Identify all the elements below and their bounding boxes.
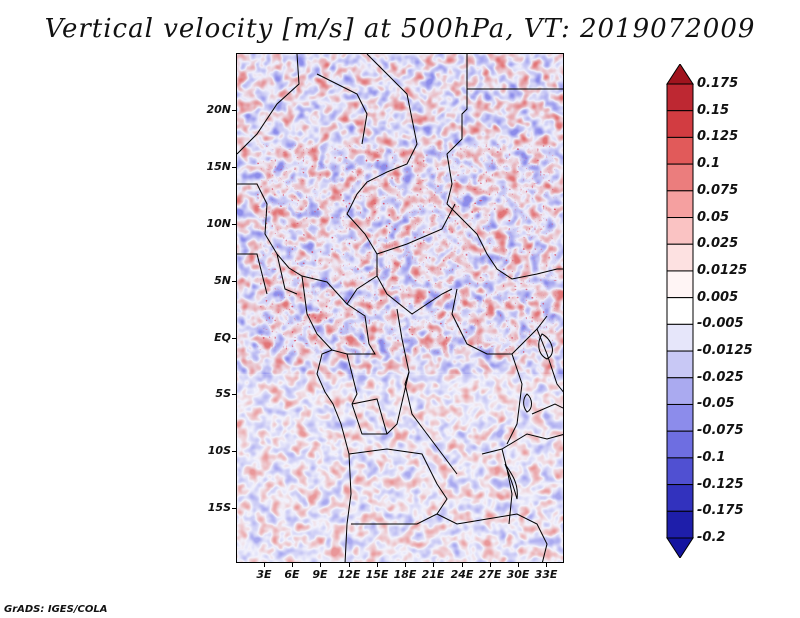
colorbar-label: -0.175 (697, 503, 744, 519)
lat-label-eq: EQ (214, 331, 231, 344)
colorbar-bin (666, 350, 694, 379)
colorbar-label: 0.075 (697, 182, 739, 198)
lon-tick (405, 563, 406, 567)
lon-tick (546, 563, 547, 567)
colorbar-bin (666, 537, 694, 558)
colorbar-label: -0.0125 (697, 343, 753, 359)
lat-tick (232, 110, 236, 111)
colorbar-bin (666, 484, 694, 512)
lon-label-9e: 9E (312, 568, 328, 581)
lat-label-20n: 20N (206, 103, 231, 116)
colorbar-label: -0.005 (697, 316, 744, 332)
lon-tick (518, 563, 519, 567)
lat-tick (232, 338, 236, 339)
colorbar-label: 0.15 (697, 102, 730, 118)
lon-label-21e: 21E (421, 568, 445, 581)
lon-label-27e: 27E (478, 568, 502, 581)
colorbar-label: 0.05 (697, 209, 730, 225)
lat-label-15n: 15N (206, 160, 231, 173)
colorbar-label: -0.075 (697, 423, 744, 439)
colorbar-bin (666, 270, 694, 299)
colorbar-bin (666, 323, 694, 352)
lat-label-15s: 15S (207, 501, 231, 514)
colorbar-bin (666, 136, 694, 165)
lon-tick (264, 563, 265, 567)
colorbar-label: -0.1 (697, 449, 726, 465)
map-plot-area (236, 53, 564, 563)
lat-tick (232, 224, 236, 225)
colorbar-label: 0.125 (697, 129, 739, 145)
lon-tick (349, 563, 350, 567)
lon-label-33e: 33E (534, 568, 558, 581)
lon-label-15e: 15E (365, 568, 389, 581)
colorbar-label: 0.1 (697, 156, 721, 172)
lat-tick (232, 451, 236, 452)
lon-tick (433, 563, 434, 567)
colorbar-label: 0.0125 (697, 262, 748, 278)
lon-label-18e: 18E (393, 568, 417, 581)
colorbar-label: -0.125 (697, 476, 744, 492)
colorbar-bin (666, 403, 694, 432)
lon-label-3e: 3E (256, 568, 272, 581)
map-field (237, 54, 563, 562)
colorbar-label: -0.05 (697, 396, 735, 412)
lat-tick (232, 394, 236, 395)
colorbar-bin (666, 297, 694, 325)
colorbar-bin (666, 217, 694, 245)
colorbar-label: 0.005 (697, 289, 739, 305)
lon-label-6e: 6E (284, 568, 300, 581)
lat-label-10s: 10S (207, 444, 231, 457)
chart-title: Vertical velocity [m/s] at 500hPa, VT: 2… (44, 14, 756, 44)
colorbar-bin (666, 457, 694, 486)
colorbar-bin (666, 430, 694, 459)
lon-tick (292, 563, 293, 567)
colorbar-bin (666, 243, 694, 272)
lat-tick (232, 508, 236, 509)
lat-tick (232, 281, 236, 282)
lon-label-12e: 12E (337, 568, 361, 581)
lon-tick (462, 563, 463, 567)
colorbar-bin (666, 377, 694, 405)
lon-label-30e: 30E (506, 568, 530, 581)
colorbar-bin (666, 510, 694, 539)
colorbar-bin (666, 64, 694, 85)
colorbar-label: -0.025 (697, 369, 744, 385)
lat-tick (232, 167, 236, 168)
lon-tick (320, 563, 321, 567)
lat-label-5n: 5N (214, 274, 231, 287)
colorbar-bin (666, 190, 694, 219)
colorbar-bin (666, 110, 694, 138)
colorbar-label: 0.025 (697, 236, 739, 252)
lon-label-24e: 24E (450, 568, 474, 581)
grads-credit: GrADS: IGES/COLA (4, 604, 108, 615)
lat-label-10n: 10N (206, 217, 231, 230)
colorbar (666, 64, 694, 558)
lon-tick (377, 563, 378, 567)
lat-label-5s: 5S (215, 387, 231, 400)
colorbar-label: 0.175 (697, 76, 739, 91)
colorbar-bin (666, 83, 694, 112)
colorbar-bin (666, 163, 694, 192)
lon-tick (490, 563, 491, 567)
colorbar-label: -0.2 (697, 530, 726, 545)
